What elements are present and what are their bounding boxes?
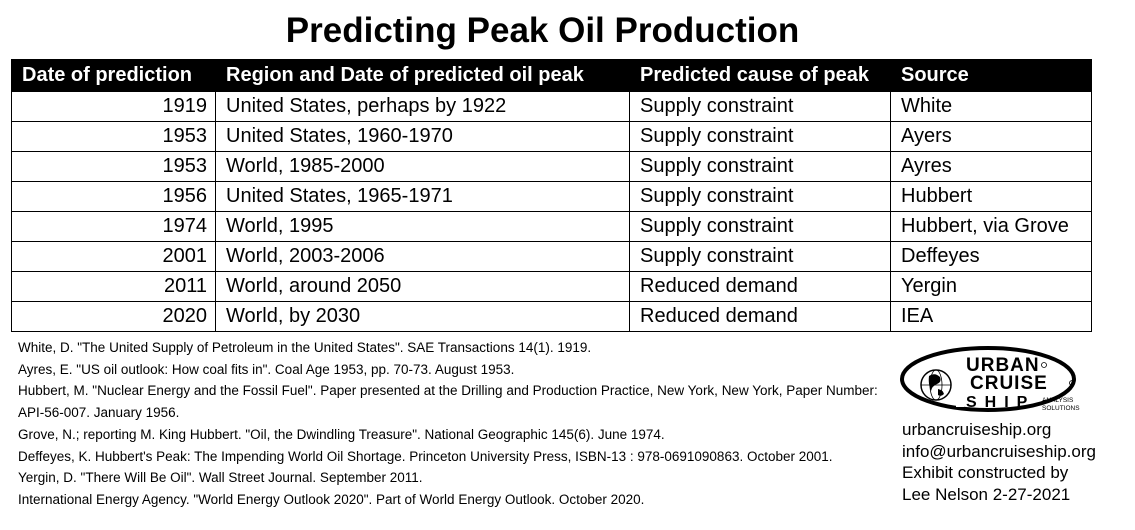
logo-oval-ring — [900, 346, 1076, 412]
cell-source: Ayers — [890, 121, 1092, 152]
cell-date-of-prediction: 1953 — [11, 151, 216, 182]
reference-item: Grove, N.; reporting M. King Hubbert. "O… — [18, 426, 665, 442]
cell-region-and-date: World, 1985-2000 — [215, 151, 630, 182]
contact-block: urbancruiseship.org info@urbancruiseship… — [902, 419, 1096, 505]
cell-predicted-cause: Supply constraint — [629, 211, 891, 242]
urban-cruise-ship-logo: URBAN CRUISE SHIP ANALYSIS SOLUTIONS — [900, 346, 1080, 412]
cell-predicted-cause: Supply constraint — [629, 121, 891, 152]
reference-item: Ayres, E. "US oil outlook: How coal fits… — [18, 361, 515, 377]
reference-item: Hubbert, M. "Nuclear Energy and the Foss… — [18, 383, 878, 421]
reference-item: Deffeyes, K. Hubbert's Peak: The Impendi… — [18, 448, 833, 464]
table-header-row: Date of prediction Region and Date of pr… — [11, 59, 1092, 92]
header-region-and-date: Region and Date of predicted oil peak — [215, 59, 630, 92]
logo-word-cruise: CRUISE — [970, 373, 1048, 394]
logo-tagline-solutions: SOLUTIONS — [1042, 405, 1080, 412]
header-predicted-cause: Predicted cause of peak — [629, 59, 891, 92]
page-title: Predicting Peak Oil Production — [285, 11, 800, 50]
logo-word-urban: URBAN — [966, 355, 1040, 376]
reference-item: Yergin, D. "There Will Be Oil". Wall Str… — [18, 470, 423, 486]
table-row: 1953 World, 1985-2000 Supply constraint … — [11, 151, 1092, 182]
cell-source: White — [890, 91, 1092, 122]
cell-region-and-date: World, 1995 — [215, 211, 630, 242]
cell-date-of-prediction: 2011 — [11, 271, 216, 302]
cell-region-and-date: World, 2003-2006 — [215, 241, 630, 272]
registered-mark-icon — [1041, 362, 1047, 368]
registered-mark-icon — [1069, 380, 1075, 386]
cell-region-and-date: United States, perhaps by 1922 — [215, 91, 630, 122]
table-row: 1956 United States, 1965-1971 Supply con… — [11, 181, 1092, 212]
header-source: Source — [890, 59, 1092, 92]
cell-date-of-prediction: 1919 — [11, 91, 216, 122]
references-list: White, D. "The United Supply of Petroleu… — [18, 337, 898, 511]
table-row: 2011 World, around 2050 Reduced demand Y… — [11, 271, 1092, 302]
logo-word-ship: SHIP — [966, 394, 1035, 411]
cell-region-and-date: World, around 2050 — [215, 271, 630, 302]
cell-region-and-date: United States, 1960-1970 — [215, 121, 630, 152]
cell-source: Ayres — [890, 151, 1092, 182]
reference-item: White, D. "The United Supply of Petroleu… — [18, 340, 592, 355]
cell-date-of-prediction: 1974 — [11, 211, 216, 242]
cell-predicted-cause: Reduced demand — [629, 271, 891, 302]
cell-date-of-prediction: 1953 — [11, 121, 216, 152]
globe-icon — [920, 369, 952, 401]
email-text: info@urbancruiseship.org — [902, 441, 1096, 461]
cell-region-and-date: World, by 2030 — [215, 301, 630, 332]
cell-predicted-cause: Reduced demand — [629, 301, 891, 332]
table-row: 1974 World, 1995 Supply constraint Hubbe… — [11, 211, 1092, 242]
cell-region-and-date: United States, 1965-1971 — [215, 181, 630, 212]
credit-author-date: Lee Nelson 2-27-2021 — [902, 484, 1071, 504]
cell-source: Deffeyes — [890, 241, 1092, 272]
cell-predicted-cause: Supply constraint — [629, 181, 891, 212]
cell-predicted-cause: Supply constraint — [629, 151, 891, 182]
reference-item: International Energy Agency. "World Ener… — [18, 491, 645, 507]
cell-predicted-cause: Supply constraint — [629, 91, 891, 122]
table-row: 2001 World, 2003-2006 Supply constraint … — [11, 241, 1092, 272]
cell-date-of-prediction: 2001 — [11, 241, 216, 272]
website-text: urbancruiseship.org — [902, 420, 1052, 439]
logo-tagline-analysis: ANALYSIS — [1042, 397, 1074, 404]
cell-date-of-prediction: 1956 — [11, 181, 216, 212]
cell-source: Hubbert — [890, 181, 1092, 212]
cell-source: Yergin — [890, 271, 1092, 302]
table-row: 2020 World, by 2030 Reduced demand IEA — [11, 301, 1092, 332]
peak-oil-table: Date of prediction Region and Date of pr… — [11, 59, 1092, 332]
credit-line: Exhibit constructed by — [902, 463, 1069, 482]
cell-source: IEA — [890, 301, 1092, 332]
cell-date-of-prediction: 2020 — [11, 301, 216, 332]
cell-source: Hubbert, via Grove — [890, 211, 1092, 242]
header-date-of-prediction: Date of prediction — [11, 59, 216, 92]
table-row: 1953 United States, 1960-1970 Supply con… — [11, 121, 1092, 152]
table-row: 1919 United States, perhaps by 1922 Supp… — [11, 91, 1092, 122]
cell-predicted-cause: Supply constraint — [629, 241, 891, 272]
